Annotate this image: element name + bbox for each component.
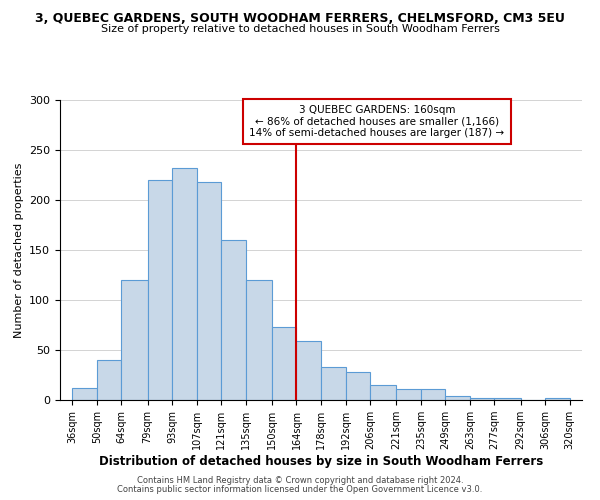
Bar (397, 389, 421, 400)
Bar (296, 341, 321, 400)
Text: 3, QUEBEC GARDENS, SOUTH WOODHAM FERRERS, CHELMSFORD, CM3 5EU: 3, QUEBEC GARDENS, SOUTH WOODHAM FERRERS… (35, 12, 565, 26)
Bar (445, 396, 470, 400)
Bar (197, 182, 221, 400)
Bar (245, 280, 272, 400)
Bar (97, 360, 121, 400)
Bar (172, 168, 197, 400)
Bar (221, 240, 245, 400)
Y-axis label: Number of detached properties: Number of detached properties (14, 162, 23, 338)
Bar (470, 398, 494, 400)
Bar (370, 385, 397, 400)
Bar (321, 367, 346, 400)
Text: Size of property relative to detached houses in South Woodham Ferrers: Size of property relative to detached ho… (101, 24, 499, 34)
Bar (272, 327, 296, 400)
Bar (148, 180, 172, 400)
Text: Contains HM Land Registry data © Crown copyright and database right 2024.: Contains HM Land Registry data © Crown c… (137, 476, 463, 485)
Bar (421, 389, 445, 400)
Text: Contains public sector information licensed under the Open Government Licence v3: Contains public sector information licen… (118, 485, 482, 494)
Bar (72, 388, 97, 400)
Bar (346, 372, 370, 400)
Bar (494, 398, 521, 400)
X-axis label: Distribution of detached houses by size in South Woodham Ferrers: Distribution of detached houses by size … (99, 455, 543, 468)
Text: 3 QUEBEC GARDENS: 160sqm
← 86% of detached houses are smaller (1,166)
14% of sem: 3 QUEBEC GARDENS: 160sqm ← 86% of detach… (250, 105, 505, 138)
Bar (545, 398, 570, 400)
Bar (121, 280, 148, 400)
